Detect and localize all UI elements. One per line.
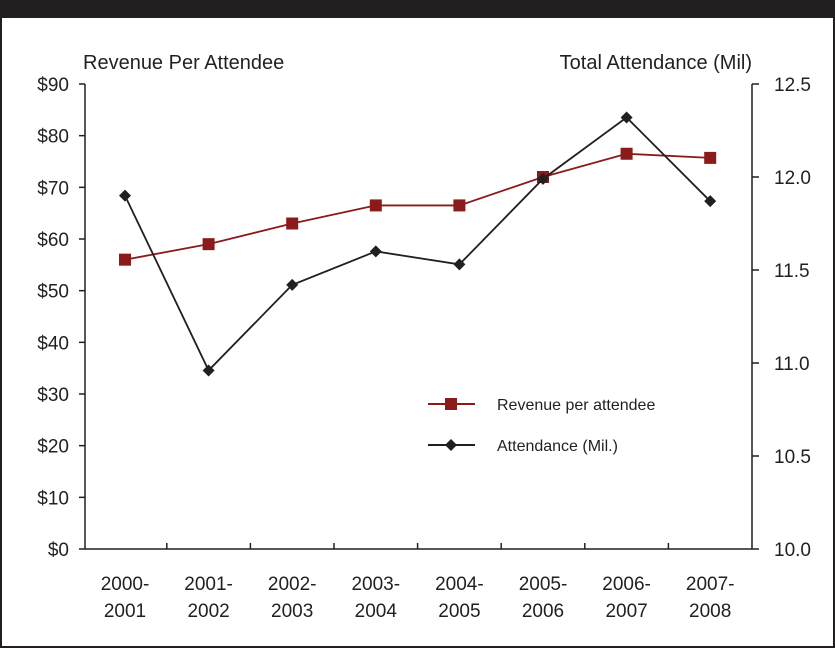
right-tick-label: 12.5 [774, 75, 811, 96]
revenue-point [453, 199, 466, 212]
x-tick-label: 2003-2004 [351, 574, 400, 622]
attendance-point [537, 172, 549, 185]
right-tick-label: 11.5 [774, 261, 810, 282]
left-axis: $0 $10 $20 $30 $40 $50 $60 $70 $80 $90 [37, 75, 86, 561]
series-line-attendance [124, 116, 711, 372]
right-axis: 10.0 10.5 11.0 11.5 12.0 12.5 [751, 75, 811, 561]
revenue-point [369, 199, 382, 212]
legend-label-revenue: Revenue per attendee [497, 397, 655, 414]
attendance-point [704, 195, 717, 208]
right-tick-label: 11.0 [774, 354, 810, 375]
attendance-point [453, 258, 466, 271]
legend: Revenue per attendee Attendance (Mil.) [428, 397, 655, 455]
revenue-point [119, 253, 131, 266]
x-tick-label: 2000-2001 [101, 574, 150, 622]
legend-label-attendance: Attendance (Mil.) [497, 438, 618, 455]
legend-marker-attendance [445, 439, 457, 451]
x-tick-label: 2006-2007 [602, 574, 651, 622]
right-axis-title: Total Attendance (Mil) [560, 52, 752, 74]
revenue-point [704, 151, 717, 164]
left-tick-label: $50 [37, 282, 69, 303]
right-tick-label: 12.0 [774, 168, 811, 189]
left-tick-label: $60 [37, 230, 69, 251]
attendance-point [620, 111, 633, 124]
left-tick-label: $10 [37, 488, 69, 509]
x-tick-label: 2004-2005 [435, 574, 484, 622]
left-tick-label: $30 [37, 385, 69, 406]
series-line-revenue [124, 152, 711, 261]
x-axis: 2000-2001 2001-2002 2002-2003 2003-2004 2004… [85, 543, 752, 622]
x-tick-label: 2005-2006 [519, 574, 568, 622]
left-tick-label: $0 [48, 540, 69, 561]
left-tick-label: $20 [37, 437, 69, 458]
right-tick-label: 10.5 [774, 447, 811, 468]
left-tick-label: $70 [37, 178, 69, 199]
series-layer [119, 111, 717, 377]
x-tick-label: 2002-2003 [268, 574, 317, 622]
x-tick-label: 2007-2008 [686, 574, 735, 622]
revenue-point [286, 217, 299, 230]
right-tick-label: 10.0 [774, 540, 811, 561]
attendance-point [286, 278, 299, 291]
attendance-point [119, 189, 131, 202]
attendance-point [369, 245, 382, 258]
left-tick-label: $40 [37, 333, 69, 354]
left-axis-title: Revenue Per Attendee [83, 52, 284, 74]
left-tick-label: $80 [37, 127, 69, 148]
revenue-point [202, 238, 215, 251]
left-tick-label: $90 [37, 75, 69, 96]
attendance-point [202, 364, 215, 377]
revenue-point [620, 147, 633, 160]
legend-marker-revenue [445, 398, 457, 410]
x-tick-label: 2001-2002 [184, 574, 233, 622]
